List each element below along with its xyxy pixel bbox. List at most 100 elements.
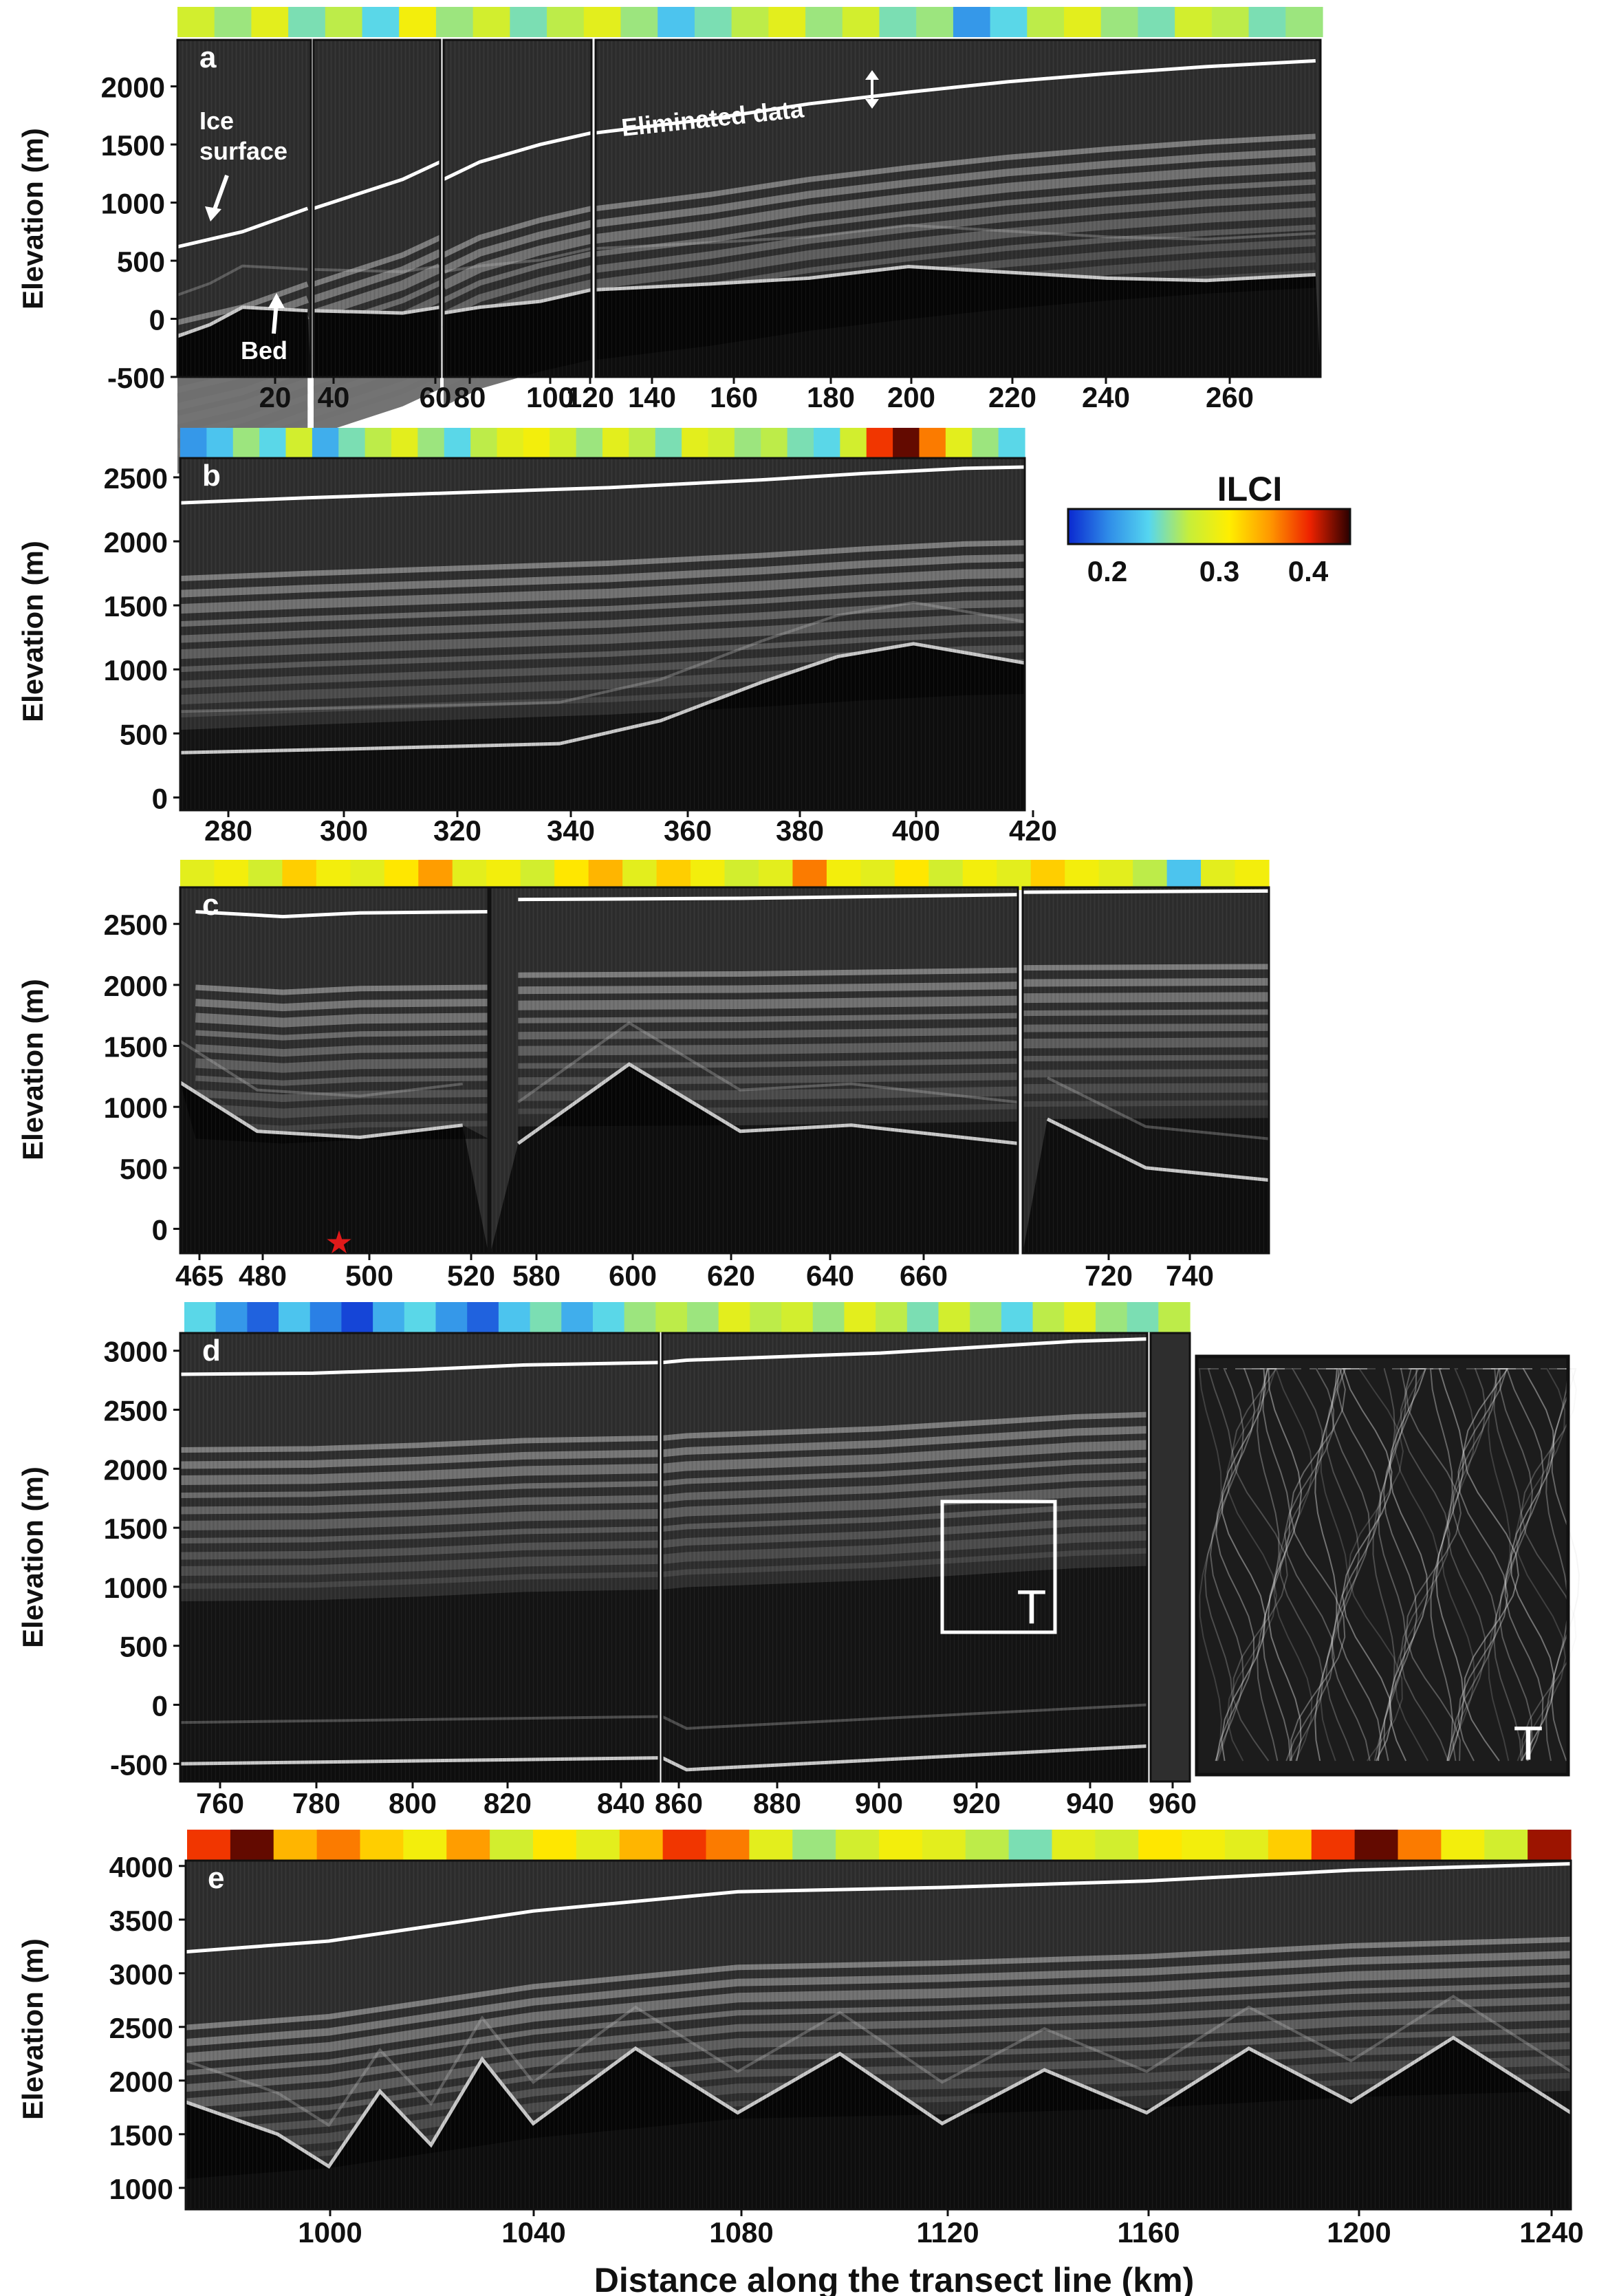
ilci-cell [1235, 860, 1270, 890]
x-tick-label: 640 [806, 1259, 854, 1292]
inset-layer-line [1330, 1368, 1371, 1762]
ice-surface-label: Ice surface [199, 107, 287, 165]
inset-layer-line [1319, 1368, 1349, 1762]
x-tick-label: 340 [547, 814, 595, 847]
x-tick-label: 260 [1206, 381, 1254, 413]
bed-label: Bed [241, 336, 287, 365]
x-tick-label: 465 [175, 1259, 224, 1292]
ilci-cell [622, 860, 658, 890]
y-tick-label: 2000 [104, 526, 168, 559]
ilci-cell [1248, 7, 1286, 37]
x-tick-label: 1240 [1519, 2216, 1583, 2249]
ilci-cell [836, 1830, 880, 1860]
ilci-cell [1528, 1830, 1572, 1860]
x-tick-label: 240 [1082, 381, 1130, 413]
ilci-cell [592, 1302, 625, 1332]
colorbar-tick-0.4: 0.4 [1288, 555, 1329, 587]
x-tick-label: 220 [988, 381, 1036, 413]
segment-frame [442, 39, 593, 378]
ilci-cell [655, 1302, 688, 1332]
inset-layer-line [1488, 1368, 1511, 1762]
ice-surface-line [1022, 889, 1270, 894]
ilci-cell [694, 7, 732, 37]
ice-surface-line [180, 465, 1025, 505]
inset-layer-line [1290, 1368, 1346, 1762]
ice-surface-line [180, 1361, 660, 1376]
x-tick-label: 740 [1166, 1259, 1214, 1292]
ilci-cell [404, 1302, 437, 1332]
ilci-cell [1138, 7, 1175, 37]
ilci-cell [682, 428, 709, 458]
radargram-segment [661, 1332, 1149, 1783]
y-tick-label: 0 [152, 1214, 168, 1246]
trace-texture [1023, 887, 1269, 1253]
ice-surface-line [662, 1337, 1148, 1365]
inset-layer-line [1515, 1368, 1567, 1762]
inset-layer-line [1394, 1368, 1439, 1762]
ilci-cell [708, 428, 735, 458]
ilci-cell [919, 428, 946, 458]
x-tick-label: 180 [807, 381, 855, 413]
colorbar-tick-0.3: 0.3 [1199, 555, 1239, 587]
inset-layer-line [1261, 1368, 1291, 1762]
trace-texture [662, 1333, 1147, 1781]
ilci-cell [498, 1302, 531, 1332]
ilci-cell [435, 7, 474, 37]
ilci-cell [215, 1302, 248, 1332]
x-tick-label: 960 [1149, 1787, 1197, 1819]
trace-texture [180, 887, 488, 1253]
ilci-cell [906, 1302, 939, 1332]
y-tick-label: 3500 [109, 1905, 173, 1937]
inset-layer-line [1325, 1368, 1360, 1762]
trace-texture [177, 40, 311, 377]
segment-frame [179, 886, 490, 1255]
ilci-cell [384, 860, 419, 890]
inset-layer-line [1273, 1368, 1313, 1762]
x-tick-label: 860 [655, 1787, 703, 1819]
ilci-cell [928, 860, 964, 890]
radargram-segment [179, 457, 1026, 812]
ilci-cell [860, 860, 895, 890]
y-tick-label: 0 [152, 782, 168, 814]
x-tick-label: 920 [953, 1787, 1001, 1819]
ilci-cell [452, 860, 487, 890]
ilci-cell [1095, 1302, 1128, 1332]
ilci-cell [990, 7, 1028, 37]
y-tick-label: 1500 [101, 129, 165, 162]
ilci-cell [962, 860, 997, 890]
ice-surface-line [313, 160, 442, 210]
y-tick-label: -500 [107, 362, 165, 394]
ice-surface-line [185, 1862, 1572, 1954]
ilci-cell [417, 428, 445, 458]
inset-layer-line [1268, 1368, 1303, 1762]
ilci-cell [230, 1830, 274, 1860]
ilci-cell [350, 860, 385, 890]
ilci-cell [1441, 1830, 1485, 1860]
ilci-cell [602, 428, 629, 458]
ilci-cell [624, 1302, 656, 1332]
ilci-cell [341, 1302, 373, 1332]
ilci-cell [360, 1830, 404, 1860]
y-tick-label: 2500 [104, 1395, 168, 1427]
ilci-cell [1268, 1830, 1312, 1860]
inset-layer-line [1279, 1368, 1324, 1762]
y-tick-label: 1500 [109, 2119, 173, 2152]
ilci-cell [583, 7, 622, 37]
inset-layer-line [1446, 1368, 1487, 1762]
x-tick-label: 1200 [1327, 2216, 1391, 2249]
panel-letter-d: d [202, 1334, 221, 1367]
x-tick-label: 1080 [709, 2216, 773, 2249]
zoom-box-T-label: T [1017, 1580, 1047, 1634]
ilci-cell [758, 860, 794, 890]
ilci-cell [916, 7, 954, 37]
ilci-cell [1354, 1830, 1399, 1860]
x-tick-label: 820 [484, 1787, 532, 1819]
inset-layer-line [1215, 1368, 1256, 1762]
x-tick-label: 120 [566, 381, 614, 413]
y-tick-label: 1000 [104, 1092, 168, 1124]
x-tick-label: 940 [1066, 1787, 1114, 1819]
y-tick-label: 1500 [104, 1031, 168, 1063]
y-axis-label: Elevation (m) [17, 541, 49, 722]
trace-texture [180, 458, 1025, 810]
inset-layer-line [1550, 1368, 1580, 1762]
